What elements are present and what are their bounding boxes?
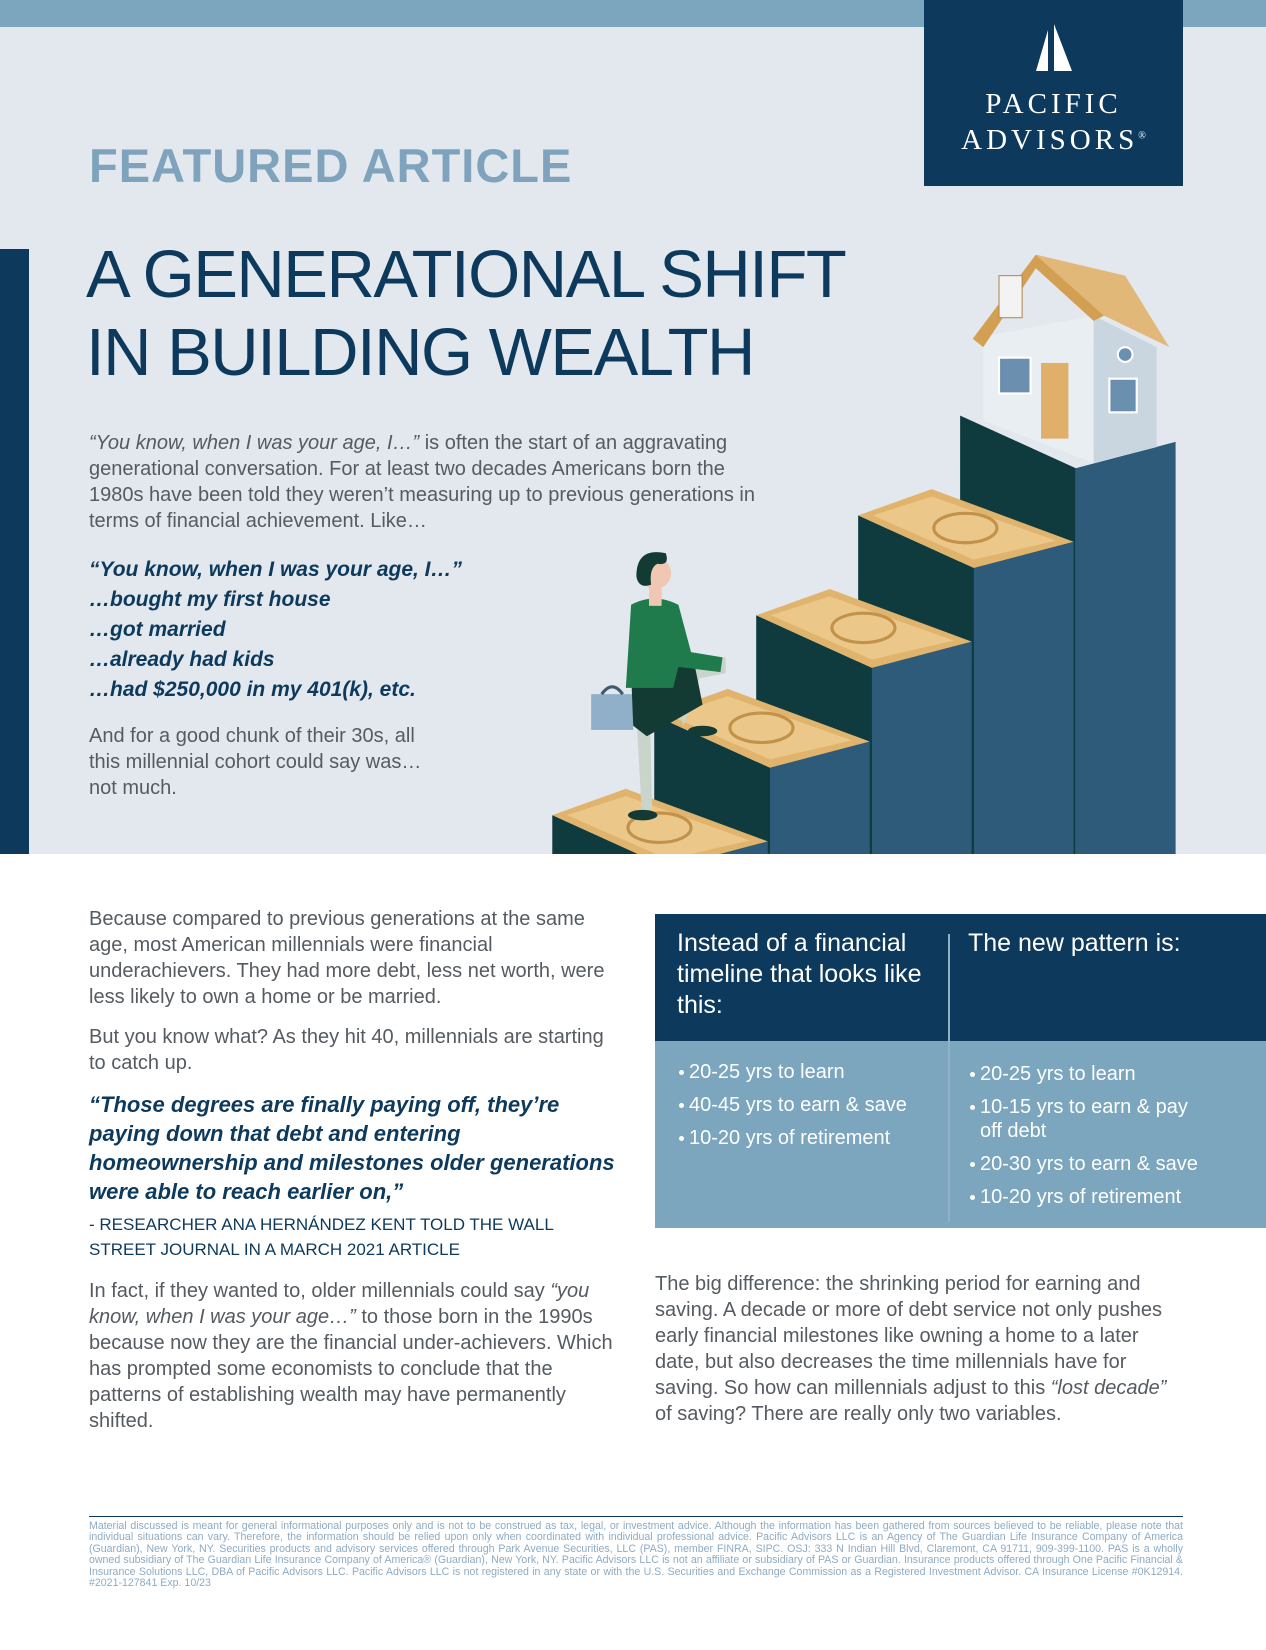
- bullet: [679, 1103, 684, 1108]
- text-run: In fact, if they wanted to, older millen…: [89, 1280, 551, 1302]
- money-inner: [668, 696, 852, 760]
- title-line: A GENERATIONAL SHIFT: [86, 237, 847, 312]
- item-text: 20-25 yrs to learn: [689, 1061, 845, 1083]
- body-paragraph: In fact, if they wanted to, older millen…: [89, 1278, 614, 1434]
- text-run: The big difference: the shrinking period…: [655, 1273, 1162, 1399]
- logo-line: PACIFIC: [985, 88, 1122, 120]
- pull-quote: “Those degrees are finally paying off, t…: [89, 1092, 615, 1204]
- quote-line: …got married: [89, 618, 226, 641]
- logo: PACIFIC ADVISORS®: [924, 0, 1183, 186]
- money-seal: [830, 611, 897, 645]
- accent-bar: [0, 249, 29, 854]
- house: [972, 254, 1170, 463]
- money-seal: [728, 711, 795, 745]
- registered-mark: ®: [1138, 130, 1146, 142]
- quote-list: “You know, when I was your age, I…” …boug…: [89, 555, 462, 705]
- item-text: 10-15 yrs to earn & pay off debt: [980, 1096, 1188, 1142]
- quote-line: …already had kids: [89, 648, 275, 671]
- list-item: 20-30 yrs to earn & save: [968, 1152, 1208, 1176]
- bullet: [970, 1195, 975, 1200]
- money-inner: [770, 596, 954, 660]
- item-text: 20-25 yrs to learn: [980, 1063, 1136, 1085]
- list-item: 10-20 yrs of retirement: [968, 1185, 1208, 1209]
- body-paragraph: But you know what? As they hit 40, mille…: [89, 1026, 604, 1074]
- comparison-table: Instead of a financial timeline that loo…: [655, 914, 1266, 1228]
- table-heading: Instead of a financial timeline that loo…: [677, 929, 922, 1019]
- text-run: “lost decade”: [1050, 1377, 1167, 1399]
- quote-line: …bought my first house: [89, 588, 331, 611]
- table-column: 20-25 yrs to learn 10-15 yrs to earn & pa…: [968, 1062, 1208, 1218]
- item-text: 40-45 yrs to earn & save: [689, 1094, 907, 1116]
- step-side: [719, 841, 768, 854]
- list-item: 20-25 yrs to learn: [677, 1060, 942, 1084]
- left-column: Because compared to previous generations…: [89, 906, 615, 1448]
- bullet: [970, 1072, 975, 1077]
- step-front: [552, 815, 638, 854]
- table-column: 20-25 yrs to learn 40-45 yrs to earn & sa…: [677, 1060, 942, 1159]
- text-run: of saving? There are really only two var…: [655, 1403, 1062, 1425]
- table-heading: The new pattern is:: [968, 929, 1181, 957]
- bullet: [970, 1105, 975, 1110]
- table-header: [655, 914, 1266, 1041]
- text-run: “You know, when I was your age, I…”: [89, 432, 420, 454]
- item-text: 10-20 yrs of retirement: [980, 1186, 1182, 1208]
- text-run: to those born in the 1990s because now t…: [89, 1306, 613, 1432]
- step-side: [1075, 441, 1176, 854]
- text-run: is often the start of an aggravating gen…: [89, 432, 755, 532]
- logo-icon: [1036, 24, 1072, 71]
- column-divider: [948, 934, 950, 1222]
- list-item: 20-25 yrs to learn: [968, 1062, 1208, 1086]
- kicker: FEATURED ARTICLE: [89, 139, 573, 192]
- body-paragraph: Because compared to previous generations…: [89, 908, 605, 1008]
- money-seal: [626, 811, 693, 845]
- logo-text: ADVISORS: [961, 124, 1139, 156]
- logo-line: ADVISORS®: [924, 124, 1183, 157]
- bullet: [679, 1136, 684, 1141]
- bullet: [679, 1070, 684, 1075]
- quote-line: “You know, when I was your age, I…”: [89, 558, 463, 581]
- intro-paragraph: “You know, when I was your age, I…” is o…: [89, 430, 769, 534]
- quote-line: …had $250,000 in my 401(k), etc.: [89, 678, 416, 701]
- intro-closing: And for a good chunk of their 30s, all t…: [89, 725, 422, 799]
- list-item: 40-45 yrs to earn & save: [677, 1093, 942, 1117]
- step-side: [769, 741, 870, 854]
- disclaimer: Material discussed is meant for general …: [89, 1520, 1183, 1590]
- illustration: [552, 254, 1176, 854]
- money-seal: [932, 511, 999, 545]
- step-side: [871, 641, 972, 854]
- bullet: [970, 1162, 975, 1167]
- footer-rule: [89, 1516, 1183, 1517]
- body-paragraph: The big difference: the shrinking period…: [655, 1271, 1175, 1427]
- step-side: [973, 541, 1074, 854]
- money-inner: [566, 796, 750, 854]
- list-item: 10-20 yrs of retirement: [677, 1126, 942, 1150]
- item-text: 20-30 yrs to earn & save: [980, 1153, 1198, 1175]
- money-inner: [872, 496, 1056, 560]
- text-run: “you know, when I was your age…”: [89, 1280, 590, 1328]
- list-item: 10-15 yrs to earn & pay off debt: [968, 1095, 1208, 1143]
- title: A GENERATIONAL SHIFT IN BUILDING WEALTH: [86, 236, 847, 392]
- title-line: IN BUILDING WEALTH: [86, 315, 755, 390]
- attribution: - RESEARCHER ANA HERNÁNDEZ KENT TOLD THE…: [89, 1215, 554, 1259]
- figure: [591, 552, 726, 821]
- item-text: 10-20 yrs of retirement: [689, 1127, 891, 1149]
